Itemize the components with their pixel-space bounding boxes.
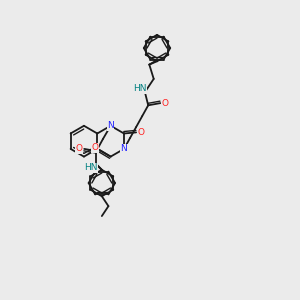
Text: O: O [138,128,145,137]
Text: N: N [107,121,114,130]
Text: HN: HN [133,84,146,93]
Text: O: O [76,144,83,153]
Text: N: N [121,144,128,153]
Text: HN: HN [84,163,98,172]
Text: O: O [92,143,99,152]
Text: O: O [162,99,169,108]
